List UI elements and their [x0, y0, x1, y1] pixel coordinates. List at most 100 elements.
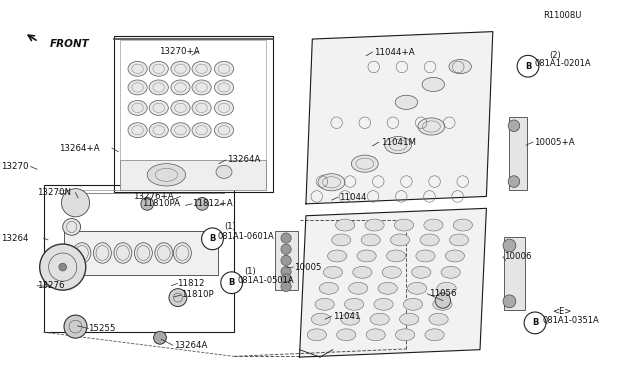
Text: B: B	[209, 234, 216, 243]
Text: 11044+A: 11044+A	[374, 48, 415, 57]
Text: 081A1-0601A: 081A1-0601A	[218, 232, 275, 241]
Text: 11056: 11056	[429, 289, 456, 298]
Bar	[509, 117, 527, 190]
Text: R11008U: R11008U	[543, 11, 581, 20]
Bar	[64, 231, 218, 275]
Ellipse shape	[192, 80, 211, 95]
Text: 13264: 13264	[1, 234, 29, 243]
Bar	[275, 231, 298, 290]
Ellipse shape	[171, 80, 190, 95]
Ellipse shape	[396, 95, 417, 109]
Text: 13264+A: 13264+A	[59, 144, 99, 153]
Bar	[114, 36, 273, 192]
Text: (1): (1)	[244, 267, 256, 276]
Ellipse shape	[192, 123, 211, 138]
Ellipse shape	[445, 250, 465, 262]
Ellipse shape	[366, 329, 385, 341]
Text: 10006: 10006	[504, 252, 532, 261]
Circle shape	[196, 198, 209, 210]
Circle shape	[221, 272, 243, 294]
Ellipse shape	[378, 282, 397, 294]
Ellipse shape	[128, 100, 147, 115]
Bar	[120, 40, 266, 188]
Ellipse shape	[134, 243, 152, 263]
Ellipse shape	[408, 282, 427, 294]
Ellipse shape	[357, 250, 376, 262]
Circle shape	[503, 239, 516, 252]
Circle shape	[508, 176, 520, 187]
Ellipse shape	[323, 266, 342, 278]
Ellipse shape	[433, 298, 452, 310]
Ellipse shape	[155, 243, 173, 263]
Ellipse shape	[214, 123, 234, 138]
Text: 13270N: 13270N	[37, 188, 71, 197]
Ellipse shape	[214, 100, 234, 115]
Ellipse shape	[351, 155, 378, 172]
Ellipse shape	[319, 282, 339, 294]
Circle shape	[524, 312, 546, 334]
Ellipse shape	[449, 60, 471, 74]
Circle shape	[202, 228, 223, 250]
Circle shape	[169, 289, 187, 307]
Text: 13264A: 13264A	[227, 155, 260, 164]
Circle shape	[435, 293, 451, 308]
Ellipse shape	[171, 100, 190, 115]
Text: B: B	[525, 62, 531, 71]
Ellipse shape	[370, 313, 389, 325]
Text: 11041: 11041	[333, 312, 360, 321]
Ellipse shape	[418, 118, 445, 135]
Circle shape	[508, 120, 520, 131]
Ellipse shape	[171, 123, 190, 138]
Ellipse shape	[214, 80, 234, 95]
Ellipse shape	[147, 164, 186, 186]
Ellipse shape	[441, 266, 460, 278]
Ellipse shape	[449, 234, 468, 246]
Ellipse shape	[374, 298, 393, 310]
Ellipse shape	[149, 100, 168, 115]
Ellipse shape	[453, 219, 472, 231]
Ellipse shape	[385, 137, 412, 154]
Ellipse shape	[416, 250, 435, 262]
Ellipse shape	[128, 61, 147, 76]
Bar	[504, 237, 525, 310]
Ellipse shape	[173, 243, 191, 263]
Ellipse shape	[214, 61, 234, 76]
Circle shape	[517, 55, 539, 77]
Circle shape	[281, 281, 291, 292]
Ellipse shape	[149, 80, 168, 95]
Ellipse shape	[337, 329, 356, 341]
Ellipse shape	[307, 329, 326, 341]
Polygon shape	[300, 208, 486, 357]
Text: 13270+A: 13270+A	[159, 47, 199, 56]
Ellipse shape	[399, 313, 419, 325]
Ellipse shape	[335, 219, 355, 231]
Ellipse shape	[128, 80, 147, 95]
Circle shape	[40, 244, 86, 290]
Text: B: B	[228, 278, 235, 287]
Ellipse shape	[424, 219, 443, 231]
Ellipse shape	[149, 123, 168, 138]
Ellipse shape	[353, 266, 372, 278]
Ellipse shape	[390, 234, 410, 246]
Ellipse shape	[328, 250, 347, 262]
Ellipse shape	[429, 313, 448, 325]
Ellipse shape	[315, 298, 334, 310]
Ellipse shape	[171, 61, 190, 76]
Circle shape	[503, 295, 516, 308]
Bar	[120, 160, 266, 190]
Ellipse shape	[311, 313, 330, 325]
Ellipse shape	[344, 298, 364, 310]
Ellipse shape	[387, 250, 406, 262]
Ellipse shape	[365, 219, 384, 231]
Circle shape	[59, 263, 67, 271]
Text: 11041M: 11041M	[381, 138, 416, 147]
Text: 11812+A: 11812+A	[192, 199, 232, 208]
Ellipse shape	[340, 313, 360, 325]
Circle shape	[281, 255, 291, 266]
Text: B: B	[532, 318, 538, 327]
Polygon shape	[306, 32, 493, 204]
Ellipse shape	[420, 234, 439, 246]
Ellipse shape	[412, 266, 431, 278]
Text: 11812: 11812	[177, 279, 205, 288]
Text: <E>: <E>	[552, 307, 571, 316]
